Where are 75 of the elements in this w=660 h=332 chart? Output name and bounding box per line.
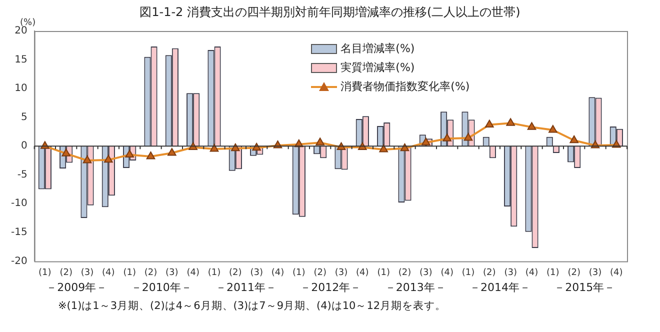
x-tick-label: (2): [144, 268, 158, 278]
point: [358, 142, 367, 150]
x-tick-label: (3): [166, 268, 178, 278]
chart-title: 図1-1-2 消費支出の四半期別対前年同期増減率の推移(二人以上の世帯): [140, 5, 520, 19]
x-tick-label: (3): [250, 268, 263, 278]
y-tick-label: 0: [20, 140, 28, 152]
point: [168, 148, 176, 156]
x-tick-label: (2): [229, 268, 242, 278]
x-tick-label: (1): [377, 268, 390, 278]
y-tick-label: 15: [14, 54, 28, 66]
point: [316, 138, 324, 146]
x-tick-label: (1): [292, 268, 306, 278]
x-tick-label: (4): [186, 268, 200, 278]
x-tick-label: (4): [271, 268, 284, 278]
x-tick-label: (3): [420, 268, 432, 278]
legend-label: 消費者物価指数変化率(%): [340, 79, 470, 94]
point: [400, 143, 410, 152]
point: [379, 144, 388, 152]
x-tick-label: (3): [504, 268, 517, 278]
point: [125, 150, 134, 158]
point: [188, 142, 198, 150]
y-tick-label: 10: [14, 83, 28, 94]
x-tick-label: (1): [208, 268, 221, 278]
legend-label: 実質増減率(%): [340, 60, 415, 75]
point: [273, 140, 282, 148]
point: [527, 122, 536, 130]
x-tick-label: (2): [483, 268, 496, 278]
point: [590, 140, 600, 148]
point: [231, 143, 240, 152]
point: [62, 148, 70, 156]
y-tick-label: -5: [17, 169, 28, 180]
point: [442, 134, 452, 142]
point: [146, 151, 156, 160]
x-tick-label: (4): [525, 268, 538, 278]
text: －2009年－: [46, 280, 108, 296]
x-tick-label: (1): [462, 268, 475, 278]
x-tick-label: (4): [102, 268, 115, 278]
x-tick-label: (4): [356, 268, 369, 278]
point: [252, 142, 261, 151]
text: －2015年－: [554, 280, 616, 296]
point: [40, 141, 50, 149]
x-tick-label: (2): [60, 268, 72, 278]
y-tick-label: -20: [10, 256, 28, 267]
point: [104, 154, 113, 163]
x-tick-label: (3): [588, 268, 602, 278]
y-axis-title: (%): [20, 18, 36, 28]
y-tick-label: -10: [10, 198, 28, 210]
text: －2012年－: [300, 280, 362, 296]
x-tick-label: (2): [314, 268, 326, 278]
text: －2011年－: [215, 280, 276, 296]
point: [336, 142, 346, 150]
x-tick-label: (1): [546, 268, 560, 278]
point: [506, 118, 515, 126]
point: [464, 133, 473, 141]
x-tick-label: (1): [123, 268, 136, 278]
point: [485, 120, 494, 128]
point: [570, 135, 578, 144]
point: [422, 138, 430, 146]
text: －2013年－: [384, 280, 446, 296]
y-tick-label: 20: [14, 26, 28, 37]
x-tick-label: (2): [568, 268, 580, 278]
x-tick-label: (3): [334, 268, 348, 278]
y-tick-label: 5: [20, 112, 28, 123]
legend-label: 名目増減率(%): [340, 41, 415, 56]
text: －2014年－: [469, 280, 530, 296]
y-tick-label: -15: [10, 227, 28, 238]
point: [548, 124, 558, 133]
text: ※(1)は1～3月期、(2)は4～6月期、(3)は7～9月期、(4)は10～12月期を表す。: [58, 299, 446, 314]
x-tick-label: (1): [38, 268, 52, 278]
text: －2010年－: [130, 280, 192, 296]
x-tick-label: (3): [80, 268, 94, 278]
x-tick-label: (4): [610, 268, 623, 278]
x-tick-label: (2): [398, 268, 412, 278]
x-tick-label: (4): [440, 268, 454, 278]
point: [82, 155, 92, 164]
